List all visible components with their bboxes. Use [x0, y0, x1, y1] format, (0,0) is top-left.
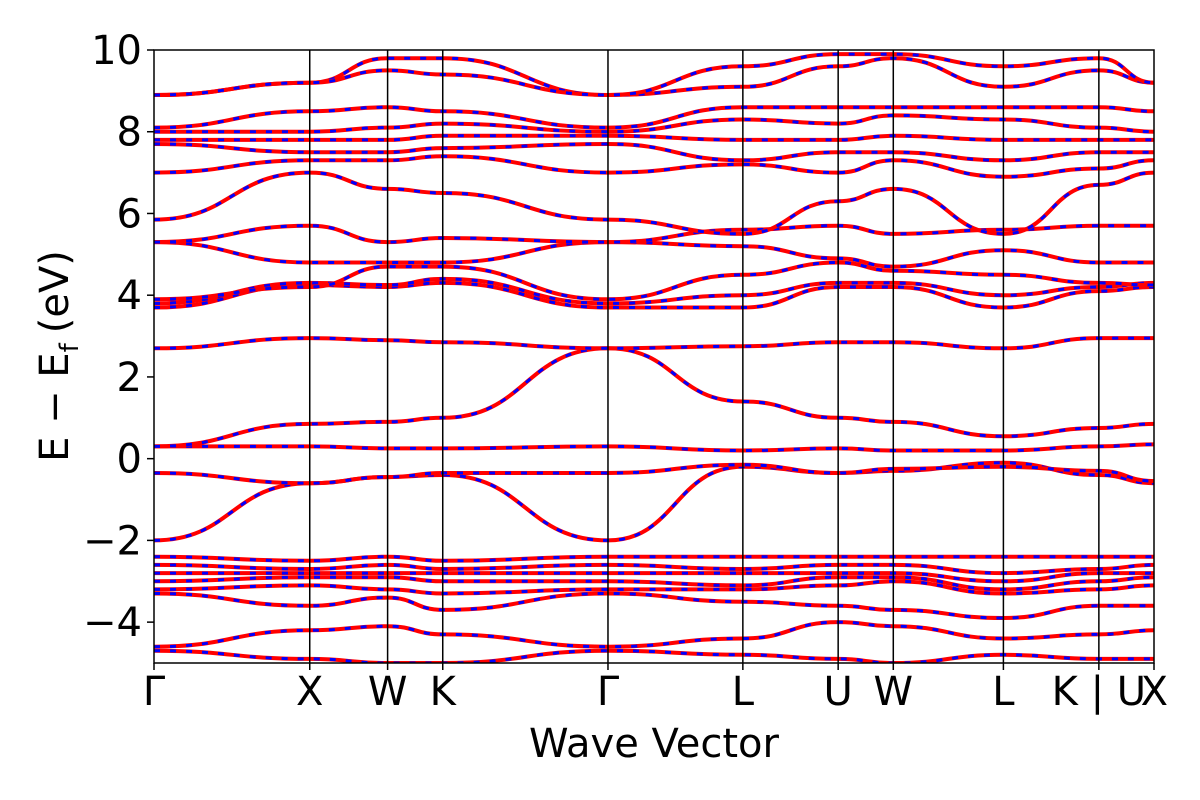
- band-6-blue-dashed-line: [154, 563, 1154, 575]
- band-18: [154, 170, 1154, 236]
- x-tick-label: Γ: [597, 669, 620, 715]
- band-0: [154, 648, 1154, 663]
- band-19-blue-dashed-line: [154, 154, 1154, 179]
- plot-frame: [153, 49, 1155, 664]
- band-13: [154, 280, 1154, 310]
- y-tick-label: −4: [83, 600, 142, 646]
- y-axis-title-main: E − E: [32, 352, 78, 462]
- band-24: [154, 56, 1154, 98]
- band-3: [154, 579, 1154, 596]
- y-tick-label: 0: [117, 437, 142, 483]
- band-20: [154, 141, 1154, 163]
- band-12: [154, 336, 1154, 351]
- x-axis-title: Wave Vector: [529, 721, 780, 767]
- band-6: [154, 562, 1154, 576]
- x-tick-label: X: [1141, 669, 1168, 715]
- x-tick-label: W: [368, 669, 408, 715]
- band-20-blue-dashed-line: [154, 142, 1154, 162]
- band-21: [154, 133, 1154, 142]
- y-axis: −4 −2 0 2 4 6 8 10: [83, 28, 154, 646]
- x-tick-label: L: [992, 669, 1015, 715]
- band-16: [154, 240, 1154, 269]
- band-24-blue-dashed-line: [154, 56, 1154, 97]
- band-2-blue-dashed-line: [154, 591, 1154, 620]
- y-axis-title-unit: (eV): [32, 250, 78, 333]
- x-tick-label: L: [732, 669, 755, 715]
- band-15-red-line: [154, 260, 1154, 302]
- band-2: [154, 591, 1154, 621]
- band-9-blue-dashed-line: [154, 463, 1154, 485]
- band-0-blue-dashed-line: [154, 649, 1154, 663]
- y-tick-label: −2: [83, 518, 142, 564]
- y-tick-label: 6: [117, 191, 142, 237]
- band-5-blue-dashed-line: [154, 571, 1154, 583]
- x-tick-label: X: [296, 669, 323, 715]
- band-25-blue-dashed-line: [154, 52, 1154, 97]
- band-15: [154, 260, 1154, 302]
- band-7-blue-dashed-line: [154, 555, 1154, 563]
- band-10: [154, 442, 1154, 453]
- symmetry-lines-layer: [308, 50, 1100, 663]
- y-tick-label: 2: [117, 355, 142, 401]
- band-19: [154, 154, 1154, 179]
- x-tick-label: W: [874, 669, 914, 715]
- band-13-blue-dashed-line: [154, 281, 1154, 310]
- band-3-blue-dashed-line: [154, 579, 1154, 596]
- x-tick-label: U: [824, 669, 853, 715]
- x-tick-label: Γ: [143, 669, 166, 715]
- x-tick-label: K: [430, 669, 458, 715]
- band-25: [154, 52, 1154, 98]
- y-tick-label: 4: [117, 273, 142, 319]
- band-4-blue-dashed-line: [154, 575, 1154, 591]
- band-16-blue-dashed-line: [154, 240, 1154, 269]
- x-tick-label: K | U: [1052, 669, 1146, 715]
- band-12-blue-dashed-line: [154, 336, 1154, 350]
- band-1-blue-dashed-line: [154, 620, 1154, 649]
- band-7: [154, 554, 1154, 563]
- band-22-blue-dashed-line: [154, 113, 1154, 134]
- band-14: [154, 276, 1154, 306]
- band-11-red-line: [154, 346, 1154, 449]
- band-10-blue-dashed-line: [154, 442, 1154, 453]
- band-21-blue-dashed-line: [154, 134, 1154, 142]
- y-axis-title-subscript: f: [55, 342, 85, 352]
- band-4: [154, 575, 1154, 592]
- band-5: [154, 571, 1154, 584]
- y-tick-label: 8: [117, 110, 142, 156]
- band-18-red-line: [154, 170, 1154, 236]
- band-22: [154, 113, 1154, 134]
- y-axis-title: E − Ef (eV): [32, 250, 85, 462]
- band-9: [154, 462, 1154, 486]
- band-14-blue-dashed-line: [154, 277, 1154, 305]
- y-tick-label: 10: [91, 28, 142, 74]
- band-11: [154, 346, 1154, 449]
